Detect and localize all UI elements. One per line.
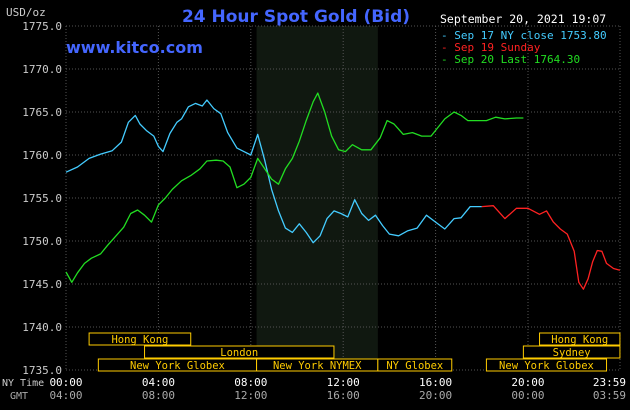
- chart-title: 24 Hour Spot Gold (Bid): [182, 7, 410, 27]
- session-bar-1: London: [144, 345, 335, 359]
- series-layer: [65, 92, 621, 290]
- x-tick-1-2: 12:00: [234, 389, 267, 402]
- x-tick-1-5: 00:00: [511, 389, 544, 402]
- y-axis-label: USD/oz: [6, 6, 46, 19]
- y-tick-1755.0: 1755.0: [22, 192, 62, 205]
- session-label: Hong Kong: [551, 334, 608, 346]
- ny-time-row-label: NY Time: [2, 378, 44, 389]
- x-tick-1-0: 04:00: [49, 389, 82, 402]
- session-bar-6: Sydney: [522, 345, 621, 359]
- source-link[interactable]: www.kitco.com: [66, 38, 203, 57]
- gmt-row-label: GMT: [10, 391, 28, 402]
- y-tick-1735.0: 1735.0: [22, 364, 62, 377]
- session-label: Sydney: [553, 347, 591, 359]
- y-tick-1770.0: 1770.0: [22, 63, 62, 76]
- legend: September 20, 2021 19:07 - Sep 17 NY clo…: [440, 12, 607, 66]
- session-label: New York NYMEX: [273, 360, 362, 372]
- y-tick-labels: 1735.0 1740.0 1745.0 1750.0 1755.0 1760.0 1765…: [22, 20, 62, 377]
- series-line-2: [65, 92, 524, 283]
- session-bar-frame: [485, 358, 608, 372]
- session-bar-frame: [144, 345, 335, 359]
- x-tick-0-6: 23:59: [593, 376, 626, 389]
- session-bar-7: New York Globex: [485, 358, 608, 372]
- session-label: New York Globex: [499, 360, 594, 372]
- x-tick-0-4: 16:00: [419, 376, 452, 389]
- session-bar-5: Hong Kong: [539, 332, 621, 346]
- session-bar-frame: [522, 345, 621, 359]
- session-bar-0: Hong Kong: [88, 332, 192, 346]
- y-tick-1760.0: 1760.0: [22, 149, 62, 162]
- legend-entry-sep19: - Sep 19 Sunday: [441, 41, 541, 54]
- session-label: London: [220, 347, 258, 359]
- x-tick-1-1: 08:00: [142, 389, 175, 402]
- session-label: Hong Kong: [111, 334, 168, 346]
- session-bar-frame: [377, 358, 453, 372]
- x-tick-0-3: 12:00: [327, 376, 360, 389]
- x-tick-1-3: 16:00: [327, 389, 360, 402]
- x-tick-1-4: 20:00: [419, 389, 452, 402]
- series-line-1: [481, 205, 621, 290]
- x-tick-labels: 00:00 04:00 08:00 12:00 16:00 20:00 23:5904:00…: [49, 376, 626, 402]
- session-bar-4: NY Globex: [377, 358, 453, 372]
- x-tick-0-0: 00:00: [49, 376, 82, 389]
- y-tick-1765.0: 1765.0: [22, 106, 62, 119]
- y-tick-1740.0: 1740.0: [22, 321, 62, 334]
- session-bar-frame: [539, 332, 621, 346]
- session-bar-frame: [88, 332, 192, 346]
- legend-entry-sep20: - Sep 20 Last 1764.30: [441, 53, 580, 66]
- legend-entry-sep17: - Sep 17 NY close 1753.80: [441, 29, 607, 42]
- session-label: New York Globex: [130, 360, 225, 372]
- chart-date: September 20, 2021 19:07: [440, 12, 606, 26]
- x-tick-0-2: 08:00: [234, 376, 267, 389]
- x-tick-1-6: 03:59: [593, 389, 626, 402]
- y-tick-1745.0: 1745.0: [22, 278, 62, 291]
- y-tick-1775.0: 1775.0: [22, 20, 62, 33]
- session-bar-2: New York Globex: [97, 358, 258, 372]
- y-tick-1750.0: 1750.0: [22, 235, 62, 248]
- session-bar-3: New York NYMEX: [256, 358, 379, 372]
- x-tick-0-1: 04:00: [142, 376, 175, 389]
- x-tick-0-5: 20:00: [511, 376, 544, 389]
- session-label: NY Globex: [386, 360, 443, 372]
